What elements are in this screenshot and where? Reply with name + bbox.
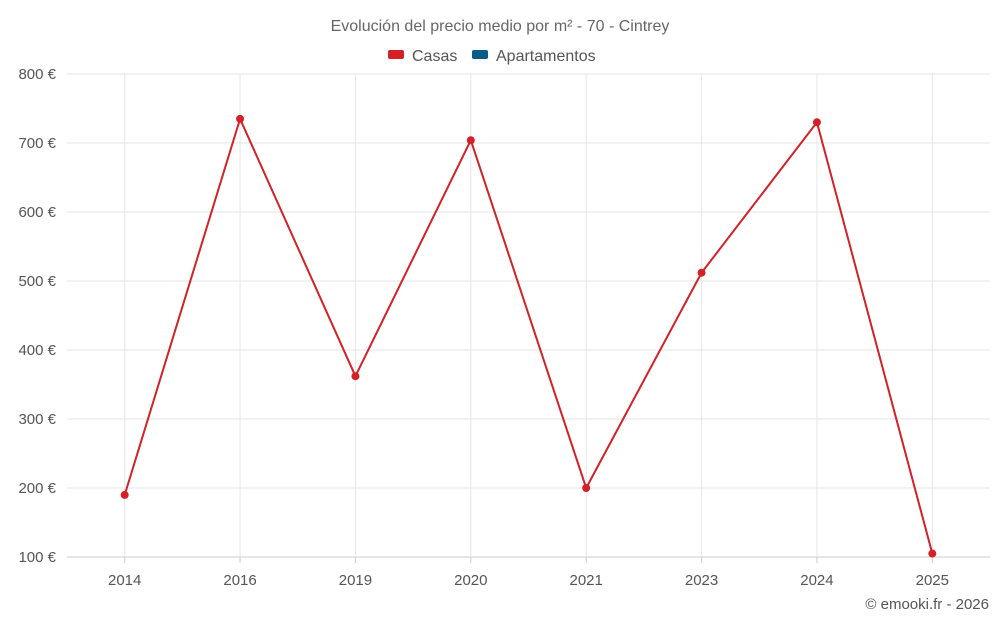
y-tick-label: 300 €	[18, 411, 56, 428]
y-tick-label: 600 €	[18, 204, 56, 221]
chart-title: Evolución del precio medio por m² - 70 -…	[331, 18, 670, 35]
x-tick-label: 2025	[916, 572, 949, 589]
legend-item-casas[interactable]: Casas	[388, 48, 457, 65]
grid	[67, 73, 990, 563]
legend-label-apartamentos: Apartamentos	[496, 48, 596, 65]
x-tick-label: 2021	[570, 572, 603, 589]
legend: Casas Apartamentos	[388, 48, 596, 65]
data-point[interactable]	[236, 114, 245, 123]
x-tick-label: 2016	[223, 572, 256, 589]
data-point[interactable]	[697, 268, 706, 277]
y-tick-label: 500 €	[18, 273, 56, 290]
data-point[interactable]	[812, 118, 821, 127]
data-point[interactable]	[120, 490, 129, 499]
y-tick-label: 100 €	[18, 549, 56, 566]
legend-swatch-apartamentos	[472, 50, 488, 59]
y-tick-label: 700 €	[18, 135, 56, 152]
credit-text: © emooki.fr - 2026	[865, 596, 989, 613]
series-line-casas	[123, 117, 934, 554]
legend-swatch-casas	[388, 50, 404, 59]
x-tick-label: 2023	[685, 572, 718, 589]
data-point[interactable]	[582, 484, 591, 492]
y-tick-label: 200 €	[18, 480, 56, 497]
series-casas	[120, 114, 937, 558]
x-axis-ticks: 2014 2016 2019 2020 2021 2023 2024 2025	[108, 572, 949, 589]
x-tick-label: 2014	[108, 572, 141, 589]
data-point[interactable]	[351, 372, 360, 381]
y-axis-ticks: 100 € 200 € 300 € 400 € 500 € 600 € 700 € 800 €	[18, 66, 56, 566]
data-point[interactable]	[928, 549, 937, 558]
y-tick-label: 400 €	[18, 342, 56, 359]
y-tick-label: 800 €	[18, 66, 56, 83]
legend-item-apartamentos[interactable]: Apartamentos	[472, 48, 596, 65]
x-tick-label: 2024	[800, 572, 833, 589]
x-tick-label: 2019	[339, 572, 372, 589]
legend-label-casas: Casas	[412, 48, 457, 65]
data-point[interactable]	[466, 136, 475, 145]
x-tick-label: 2020	[454, 572, 487, 589]
